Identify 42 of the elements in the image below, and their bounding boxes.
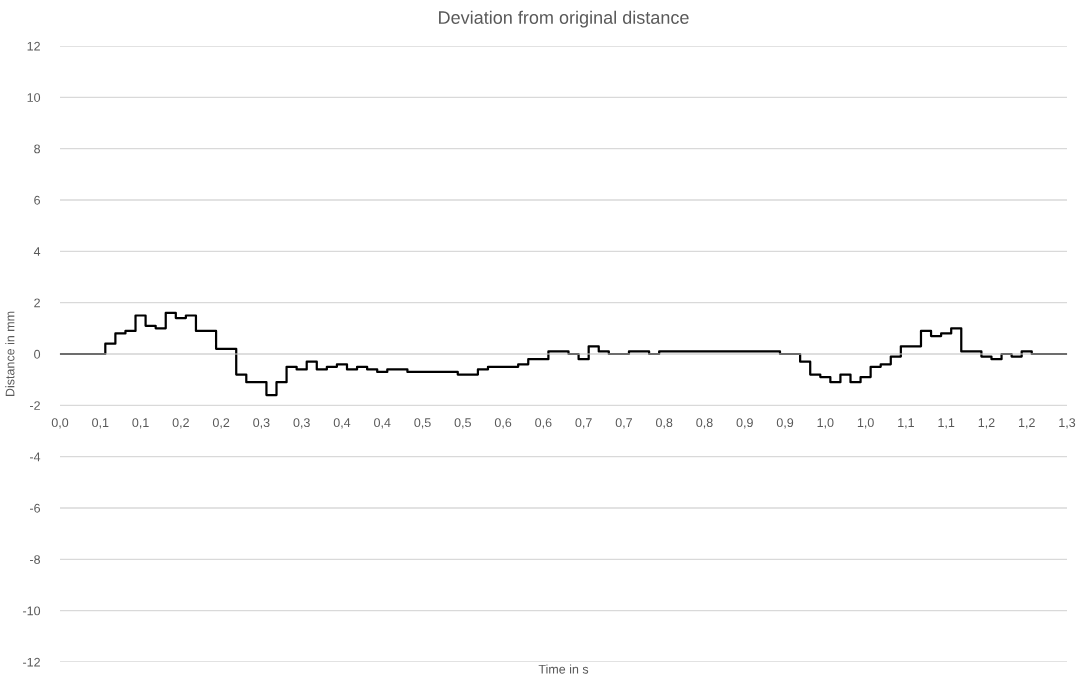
x-tick-label: 0,9 [736,418,753,429]
x-tick-label: 0,3 [253,418,270,429]
y-tick-label: -10 [23,606,41,616]
x-tick-label: 0,8 [656,418,673,429]
x-tick-label: 0,2 [212,418,230,429]
y-tick-label: 6 [34,195,41,205]
x-axis-title: Time in s [538,664,589,674]
y-axis-title: Distance in mm [5,311,15,397]
x-tick-label: 0,3 [293,418,310,429]
y-tick-label: 12 [27,41,40,51]
y-tick-label: 0 [34,349,41,359]
x-tick-label: 0,6 [535,418,552,429]
y-tick-label: -6 [30,503,41,513]
chart-title: Deviation from original distance [439,10,689,28]
x-tick-label: 1,1 [938,418,955,429]
y-tick-label: -12 [23,657,40,667]
y-tick-label: 10 [27,93,41,102]
x-tick-label: 0,4 [374,418,391,429]
y-tick-label: 2 [34,298,40,308]
x-tick-label: 0,7 [615,418,632,429]
x-tick-label: 1,2 [978,418,995,429]
x-tick-label: 0,5 [414,418,431,429]
y-tick-label: 4 [33,247,41,256]
y-tick-label: -2 [30,401,40,410]
x-tick-label: 0,0 [51,418,69,429]
x-tick-label: 0,1 [92,418,109,429]
x-tick-label: 1,0 [857,418,874,429]
y-tick-label: -8 [30,555,41,564]
x-tick-label: 1,2 [1018,418,1035,429]
x-tick-label: 0,9 [776,418,794,429]
x-tick-label: 1,1 [898,418,914,429]
x-tick-label: 0,6 [494,418,512,429]
y-tick-label: -4 [30,452,41,462]
x-tick-label: 0,2 [172,418,189,429]
x-tick-label: 0,1 [132,418,149,429]
x-tick-label: 0,8 [696,418,713,429]
x-tick-label: 0,7 [575,418,592,429]
x-tick-label: 0,4 [333,418,351,429]
x-tick-label: 1,0 [817,418,834,429]
x-tick-label: 0,5 [454,418,471,429]
x-tick-label: 1,3 [1059,418,1076,429]
y-tick-label: 8 [34,144,41,154]
